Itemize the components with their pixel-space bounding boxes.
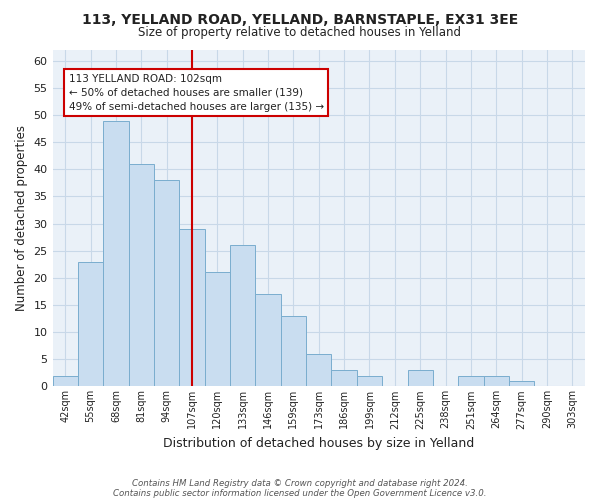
Bar <box>484 376 509 386</box>
Bar <box>256 294 281 386</box>
Text: Contains public sector information licensed under the Open Government Licence v3: Contains public sector information licen… <box>113 490 487 498</box>
Bar <box>53 376 78 386</box>
X-axis label: Distribution of detached houses by size in Yelland: Distribution of detached houses by size … <box>163 437 475 450</box>
Bar <box>205 272 230 386</box>
Bar <box>78 262 103 386</box>
Bar <box>230 246 256 386</box>
Bar <box>509 381 534 386</box>
Text: 113 YELLAND ROAD: 102sqm
← 50% of detached houses are smaller (139)
49% of semi-: 113 YELLAND ROAD: 102sqm ← 50% of detach… <box>68 74 323 112</box>
Bar <box>179 229 205 386</box>
Text: Contains HM Land Registry data © Crown copyright and database right 2024.: Contains HM Land Registry data © Crown c… <box>132 480 468 488</box>
Bar <box>357 376 382 386</box>
Bar <box>306 354 331 386</box>
Text: 113, YELLAND ROAD, YELLAND, BARNSTAPLE, EX31 3EE: 113, YELLAND ROAD, YELLAND, BARNSTAPLE, … <box>82 12 518 26</box>
Text: Size of property relative to detached houses in Yelland: Size of property relative to detached ho… <box>139 26 461 39</box>
Bar <box>407 370 433 386</box>
Bar <box>128 164 154 386</box>
Bar <box>103 120 128 386</box>
Bar <box>154 180 179 386</box>
Bar <box>458 376 484 386</box>
Bar <box>281 316 306 386</box>
Y-axis label: Number of detached properties: Number of detached properties <box>15 125 28 311</box>
Bar <box>331 370 357 386</box>
